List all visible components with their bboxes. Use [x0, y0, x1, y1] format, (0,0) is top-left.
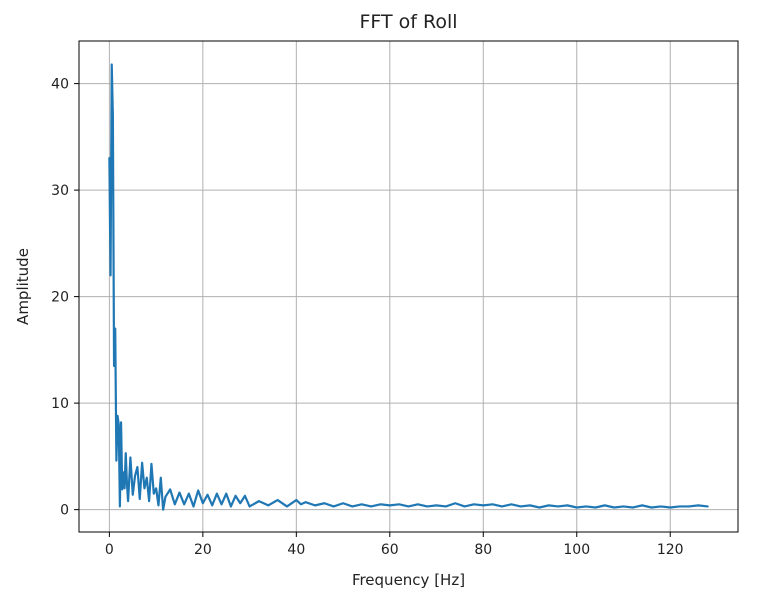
x-tick-label: 0	[105, 542, 114, 558]
x-tick-label: 80	[474, 542, 492, 558]
y-tick-label: 10	[51, 396, 69, 412]
y-tick-label: 40	[51, 77, 69, 93]
x-axis-label: Frequency [Hz]	[352, 571, 465, 589]
series-layer	[108, 63, 709, 511]
chart-title: FFT of Roll	[359, 11, 457, 33]
y-axis-label: Amplitude	[14, 248, 32, 325]
y-tick-label: 0	[60, 503, 69, 519]
y-tick-label: 30	[51, 183, 69, 199]
x-tick-label: 120	[657, 542, 684, 558]
fft-series-line	[108, 63, 709, 511]
x-tick-label: 40	[287, 542, 305, 558]
y-tick-label: 20	[51, 290, 69, 306]
grid-layer	[79, 41, 738, 532]
x-tick-label: 20	[194, 542, 212, 558]
x-tick-label: 100	[563, 542, 590, 558]
plot-frame	[78, 40, 739, 533]
x-tick-label: 60	[381, 542, 399, 558]
tick-layer: 0 20 40 60 80 100 120 0 10 20 30 40	[51, 77, 683, 558]
